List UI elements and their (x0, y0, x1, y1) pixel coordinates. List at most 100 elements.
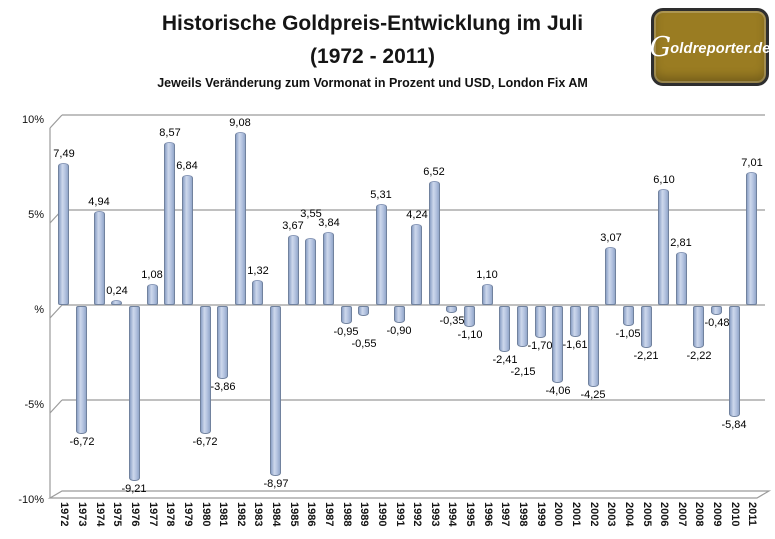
y-tick-label: % (34, 304, 44, 316)
x-tick-label: 1983 (252, 502, 264, 527)
x-tick-label: 2011 (746, 502, 758, 526)
x-tick-label: 1972 (58, 502, 70, 527)
bar-2006 (658, 189, 669, 305)
x-tick-label: 1973 (76, 502, 88, 527)
bar-1973 (76, 306, 87, 434)
bar-2008 (693, 306, 704, 348)
bar-value-label: 6,52 (423, 166, 445, 178)
bar-value-label: 9,08 (229, 117, 251, 129)
x-tick-label: 1991 (394, 502, 406, 527)
x-tick-label: 1997 (499, 502, 511, 527)
bar-value-label: 3,55 (300, 208, 322, 220)
bar-value-label: -2,41 (492, 354, 518, 366)
y-tick-label: -5% (24, 399, 44, 411)
x-tick-label: 2009 (711, 502, 723, 527)
x-tick-label: 1994 (446, 502, 458, 527)
x-tick-label: 1984 (270, 502, 282, 527)
x-tick-label: 1978 (164, 502, 176, 527)
x-tick-label: 2003 (605, 502, 617, 527)
x-tick-label: 1976 (129, 502, 141, 527)
bar-value-label: -8,97 (263, 478, 289, 490)
bar-value-label: -4,25 (580, 389, 606, 401)
x-tick-label: 1981 (217, 502, 229, 527)
x-tick-label: 2002 (588, 502, 600, 527)
bar-1994 (446, 306, 457, 313)
x-tick-label: 2010 (729, 502, 741, 527)
bar-value-label: 4,24 (406, 209, 428, 221)
x-tick-label: 1975 (111, 502, 123, 527)
bar-1990 (376, 204, 387, 305)
bar-value-label: 4,94 (88, 196, 110, 208)
bar-value-label: -2,15 (510, 366, 536, 378)
x-tick-label: 1979 (182, 502, 194, 527)
bar-1983 (252, 280, 263, 305)
bar-1987 (323, 232, 334, 305)
bar-value-label: -1,10 (457, 329, 483, 341)
bar-value-label: -3,86 (210, 381, 236, 393)
bar-1995 (464, 306, 475, 327)
bar-1999 (535, 306, 546, 338)
bar-1993 (429, 181, 440, 305)
bar-value-label: 1,32 (247, 265, 269, 277)
x-tick-label: 1977 (147, 502, 159, 527)
bar-value-label: -4,06 (545, 385, 571, 397)
x-tick-label: 2001 (570, 502, 582, 527)
bar-value-label: -2,22 (686, 350, 712, 362)
bar-1977 (147, 284, 158, 305)
bar-1984 (270, 306, 281, 476)
bar-value-label: -6,72 (69, 436, 95, 448)
bar-1978 (164, 142, 175, 305)
bar-1988 (341, 306, 352, 324)
x-tick-label: 1989 (358, 502, 370, 527)
bar-1974 (94, 211, 105, 305)
y-tick-label: 10% (21, 114, 44, 126)
chart-header: Historische Goldpreis-Entwicklung im Jul… (0, 8, 745, 90)
x-tick-label: 1974 (94, 502, 106, 527)
bar-value-label: 8,57 (159, 127, 181, 139)
bar-2004 (623, 306, 634, 326)
floor-3d (47, 490, 772, 499)
x-tick-label: 1999 (535, 502, 547, 527)
bar-1996 (482, 284, 493, 305)
x-tick-label: 1996 (482, 502, 494, 527)
bar-value-label: 1,08 (141, 269, 163, 281)
bar-2003 (605, 247, 616, 305)
x-tick-label: 1986 (305, 502, 317, 527)
goldreporter-logo: Goldreporter.de (649, 8, 770, 86)
bar-value-label: 3,07 (600, 232, 622, 244)
bar-value-label: -1,61 (562, 339, 588, 351)
bar-1982 (235, 132, 246, 305)
bar-value-label: 5,31 (370, 189, 392, 201)
bar-value-label: -0,55 (351, 338, 377, 350)
bar-value-label: -5,84 (721, 419, 747, 431)
bar-1986 (305, 238, 316, 305)
y-tick-label: 5% (28, 209, 44, 221)
x-tick-label: 2008 (693, 502, 705, 527)
bar-1979 (182, 175, 193, 305)
bar-2005 (641, 306, 652, 348)
bar-value-label: 6,84 (176, 160, 198, 172)
x-tick-label: 2007 (676, 502, 688, 527)
bar-value-label: 0,24 (106, 285, 128, 297)
x-tick-label: 1995 (464, 502, 476, 527)
bar-value-label: 3,84 (318, 217, 340, 229)
bar-2002 (588, 306, 599, 387)
bar-value-label: -6,72 (192, 436, 218, 448)
bar-2001 (570, 306, 581, 337)
bar-value-label: -1,70 (527, 340, 553, 352)
bar-value-label: 7,49 (53, 148, 75, 160)
bar-value-label: -9,21 (121, 483, 147, 495)
bar-1975 (111, 300, 122, 305)
bar-value-label: -2,21 (633, 350, 659, 362)
x-tick-label: 1988 (341, 502, 353, 527)
x-tick-label: 2004 (623, 502, 635, 527)
logo-initial: G (649, 31, 672, 63)
x-tick-label: 1998 (517, 502, 529, 527)
x-tick-label: 1987 (323, 502, 335, 527)
gridline-side-ticks (49, 114, 63, 414)
bar-2011 (746, 172, 757, 305)
bar-1997 (499, 306, 510, 352)
x-tick-label: 1982 (235, 502, 247, 527)
bar-value-label: -0,35 (439, 315, 465, 327)
x-tick-label: 1980 (200, 502, 212, 527)
